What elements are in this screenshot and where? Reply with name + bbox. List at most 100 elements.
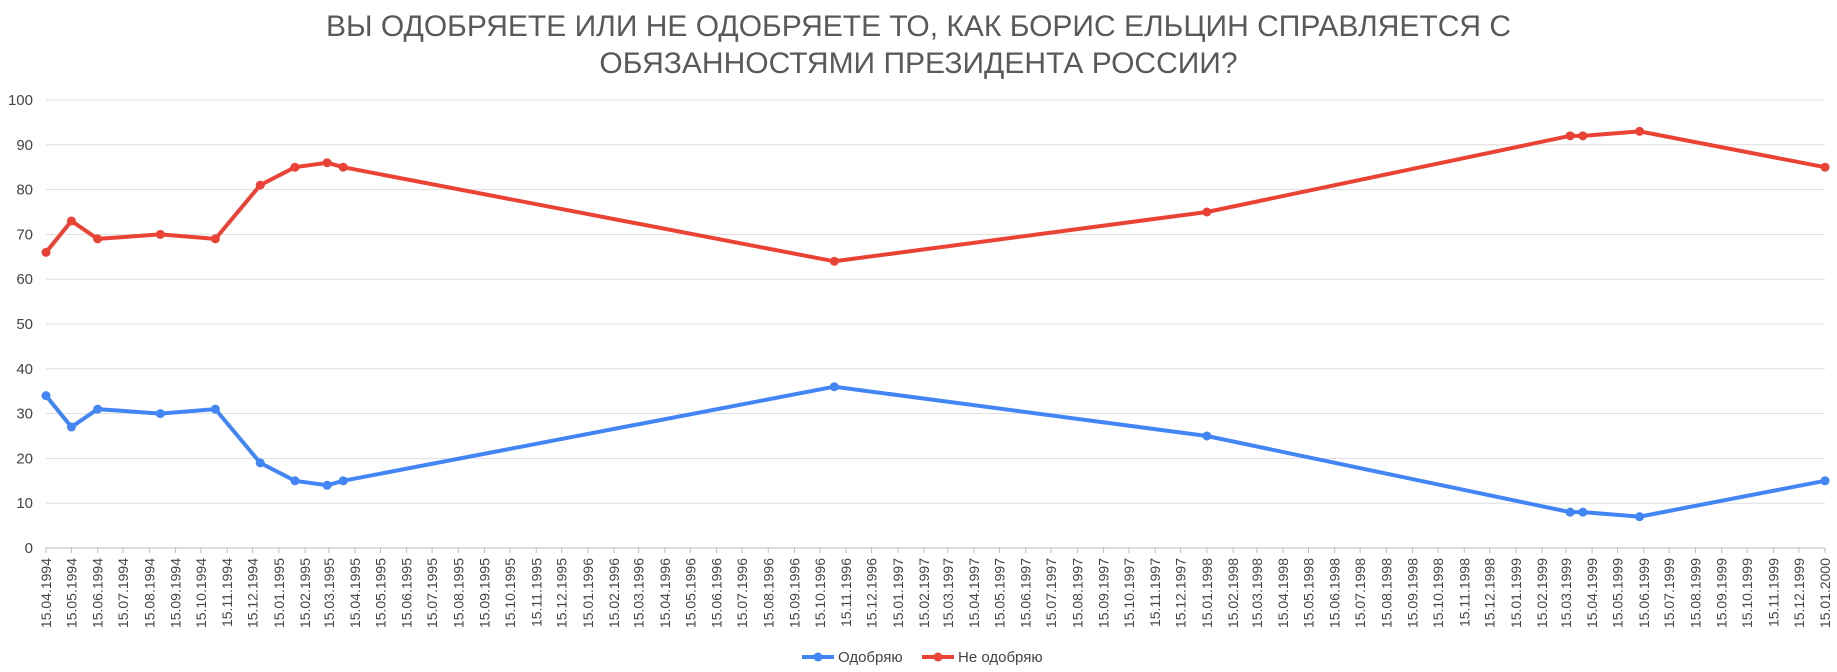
- series-1-point-6: [290, 162, 300, 172]
- series-line-0: [44, 384, 1827, 519]
- x-tick-label-49: 15.05.1998: [1300, 558, 1316, 628]
- x-tick-label-6: 15.10.1994: [193, 558, 209, 628]
- x-tick-label-65: 15.09.1999: [1714, 558, 1730, 628]
- x-tick-label-57: 15.01.1999: [1508, 558, 1524, 628]
- series-1-point-9: [829, 256, 839, 266]
- chart-title: ВЫ ОДОБРЯЕТЕ ИЛИ НЕ ОДОБРЯЕТЕ ТО, КАК БО…: [0, 8, 1837, 82]
- series-0-point-8: [338, 476, 348, 486]
- series-0-point-9: [829, 382, 839, 392]
- chart-title-line-2: ОБЯЗАННОСТЯМИ ПРЕЗИДЕНТА РОССИИ?: [599, 47, 1238, 80]
- series-1-point-4: [210, 234, 220, 244]
- x-tick-label-43: 15.11.1997: [1147, 558, 1163, 627]
- x-tick-label-4: 15.08.1994: [141, 558, 157, 628]
- x-tick-label-9: 15.01.1995: [271, 558, 287, 628]
- x-tick-label-58: 15.02.1999: [1534, 558, 1550, 628]
- y-tick-label-40: 40: [16, 361, 33, 378]
- series-1-point-14: [1820, 162, 1830, 172]
- y-tick-label-90: 90: [16, 137, 33, 154]
- x-tick-label-54: 15.10.1998: [1430, 558, 1446, 628]
- x-tick-label-52: 15.08.1998: [1378, 558, 1394, 628]
- x-tick-label-12: 15.04.1995: [347, 558, 363, 628]
- x-tick-label-10: 15.02.1995: [297, 558, 313, 628]
- series-0-point-6: [290, 476, 300, 486]
- x-tick-label-7: 15.11.1994: [219, 558, 235, 627]
- x-tick-label-46: 15.02.1998: [1225, 558, 1241, 628]
- x-tick-label-3: 15.07.1994: [115, 558, 131, 628]
- series-0-point-12: [1578, 507, 1588, 517]
- series-1-point-0: [41, 247, 51, 257]
- y-tick-label-30: 30: [16, 406, 33, 423]
- series-0-point-7: [322, 480, 332, 490]
- series-1-point-2: [93, 234, 103, 244]
- series-line-1: [44, 129, 1827, 264]
- x-tick-label-35: 15.03.1997: [940, 558, 956, 628]
- x-tick-label-28: 15.08.1996: [760, 558, 776, 628]
- x-tick-label-68: 15.12.1999: [1791, 558, 1807, 628]
- x-tick-label-36: 15.04.1997: [966, 558, 982, 628]
- x-tick-label-1: 15.05.1994: [63, 558, 79, 628]
- chart-title-line-1: ВЫ ОДОБРЯЕТЕ ИЛИ НЕ ОДОБРЯЕТЕ ТО, КАК БО…: [325, 10, 1512, 43]
- x-tick-label-39: 15.07.1997: [1043, 558, 1059, 628]
- series-1-point-1: [66, 216, 76, 226]
- x-tick-label-30: 15.10.1996: [812, 558, 828, 628]
- x-tick-label-26: 15.06.1996: [709, 558, 725, 628]
- x-tick-label-47: 15.03.1998: [1249, 558, 1265, 628]
- x-tick-label-20: 15.12.1995: [554, 558, 570, 628]
- series-0-point-13: [1635, 512, 1645, 522]
- x-tick-label-0: 15.04.1994: [38, 558, 54, 628]
- y-tick-label-70: 70: [16, 226, 33, 243]
- series-1-point-3: [155, 229, 165, 239]
- x-tick-label-66: 15.10.1999: [1739, 558, 1755, 628]
- x-tick-label-25: 15.05.1996: [682, 558, 698, 628]
- legend-marker-1: [933, 652, 943, 662]
- x-tick-label-29: 15.09.1996: [787, 558, 803, 628]
- series-1-point-8: [338, 162, 348, 172]
- x-tick-label-41: 15.09.1997: [1096, 558, 1112, 628]
- x-tick-label-69: 15.01.2000: [1817, 558, 1833, 628]
- x-tick-label-16: 15.08.1995: [450, 558, 466, 628]
- x-tick-label-13: 15.05.1995: [372, 558, 388, 628]
- x-tick-label-11: 15.03.1995: [321, 558, 337, 628]
- x-tick-label-15: 15.07.1995: [424, 558, 440, 628]
- x-tick-label-5: 15.09.1994: [168, 558, 184, 628]
- x-tick-label-44: 15.12.1997: [1173, 558, 1189, 628]
- x-tick-label-67: 15.11.1999: [1765, 558, 1781, 627]
- x-tick-label-51: 15.07.1998: [1352, 558, 1368, 628]
- series-0-point-0: [41, 391, 51, 401]
- series-1-point-7: [322, 158, 332, 168]
- x-tick-label-32: 15.12.1996: [864, 558, 880, 628]
- x-tick-label-55: 15.11.1998: [1456, 558, 1472, 627]
- legend-label-0: Одобряю: [838, 649, 903, 666]
- x-tick-label-60: 15.04.1999: [1584, 558, 1600, 628]
- x-tick-label-22: 15.02.1996: [606, 558, 622, 628]
- series-0-point-5: [255, 458, 265, 468]
- legend-label-1: Не одобряю: [958, 649, 1043, 666]
- y-tick-label-100: 100: [8, 92, 33, 109]
- y-tick-label-0: 0: [25, 540, 33, 557]
- series-1-point-12: [1578, 131, 1588, 141]
- x-tick-label-14: 15.06.1995: [399, 558, 415, 628]
- series-0-point-14: [1820, 476, 1830, 486]
- x-tick-label-37: 15.05.1997: [991, 558, 1007, 628]
- series-1-point-13: [1635, 126, 1645, 136]
- y-tick-label-80: 80: [16, 182, 33, 199]
- x-tick-label-18: 15.10.1995: [502, 558, 518, 628]
- x-tick-label-8: 15.12.1994: [245, 558, 261, 628]
- series-0-point-2: [93, 404, 103, 414]
- x-tick-label-23: 15.03.1996: [631, 558, 647, 628]
- x-tick-label-61: 15.05.1999: [1610, 558, 1626, 628]
- x-tick-label-63: 15.07.1999: [1661, 558, 1677, 628]
- series-0-point-4: [210, 404, 220, 414]
- series-1-point-5: [255, 180, 265, 190]
- x-tick-label-40: 15.08.1997: [1069, 558, 1085, 628]
- series-0-point-1: [66, 422, 76, 432]
- x-tick-label-48: 15.04.1998: [1275, 558, 1291, 628]
- series-0-point-10: [1202, 431, 1212, 441]
- series-1-point-11: [1565, 131, 1575, 141]
- x-tick-label-64: 15.08.1999: [1687, 558, 1703, 628]
- x-tick-label-38: 15.06.1997: [1018, 558, 1034, 628]
- series-0-point-11: [1565, 507, 1575, 517]
- x-tick-label-27: 15.07.1996: [734, 558, 750, 628]
